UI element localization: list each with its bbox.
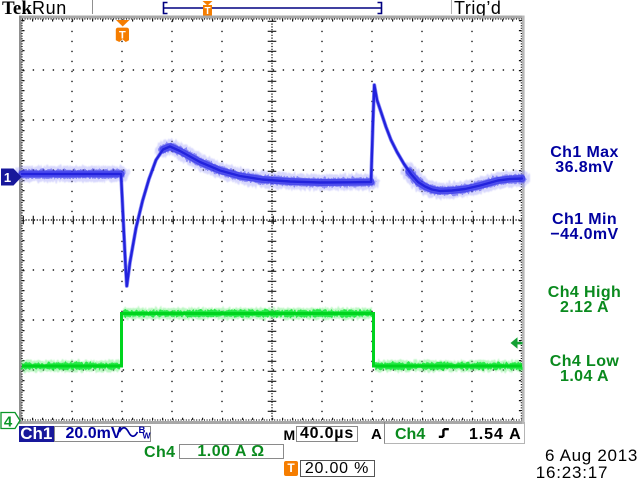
svg-text:W: W — [143, 431, 152, 441]
svg-text:T: T — [204, 6, 210, 17]
svg-text:T: T — [119, 30, 126, 42]
svg-text:1: 1 — [4, 170, 11, 185]
svg-text:4: 4 — [4, 414, 13, 431]
svg-text:B: B — [139, 425, 146, 436]
